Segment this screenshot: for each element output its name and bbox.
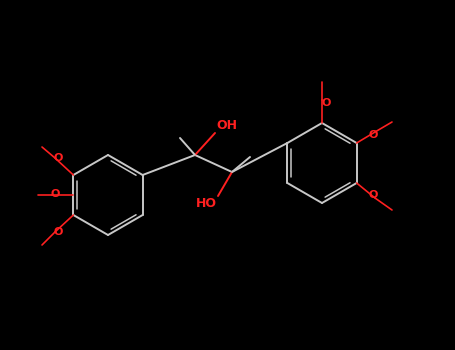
Text: OH: OH xyxy=(216,119,237,132)
Text: O: O xyxy=(51,189,60,199)
Text: O: O xyxy=(53,227,63,237)
Text: O: O xyxy=(368,190,378,200)
Text: O: O xyxy=(53,153,63,163)
Text: O: O xyxy=(321,98,331,108)
Text: HO: HO xyxy=(196,197,217,210)
Text: O: O xyxy=(368,130,378,140)
